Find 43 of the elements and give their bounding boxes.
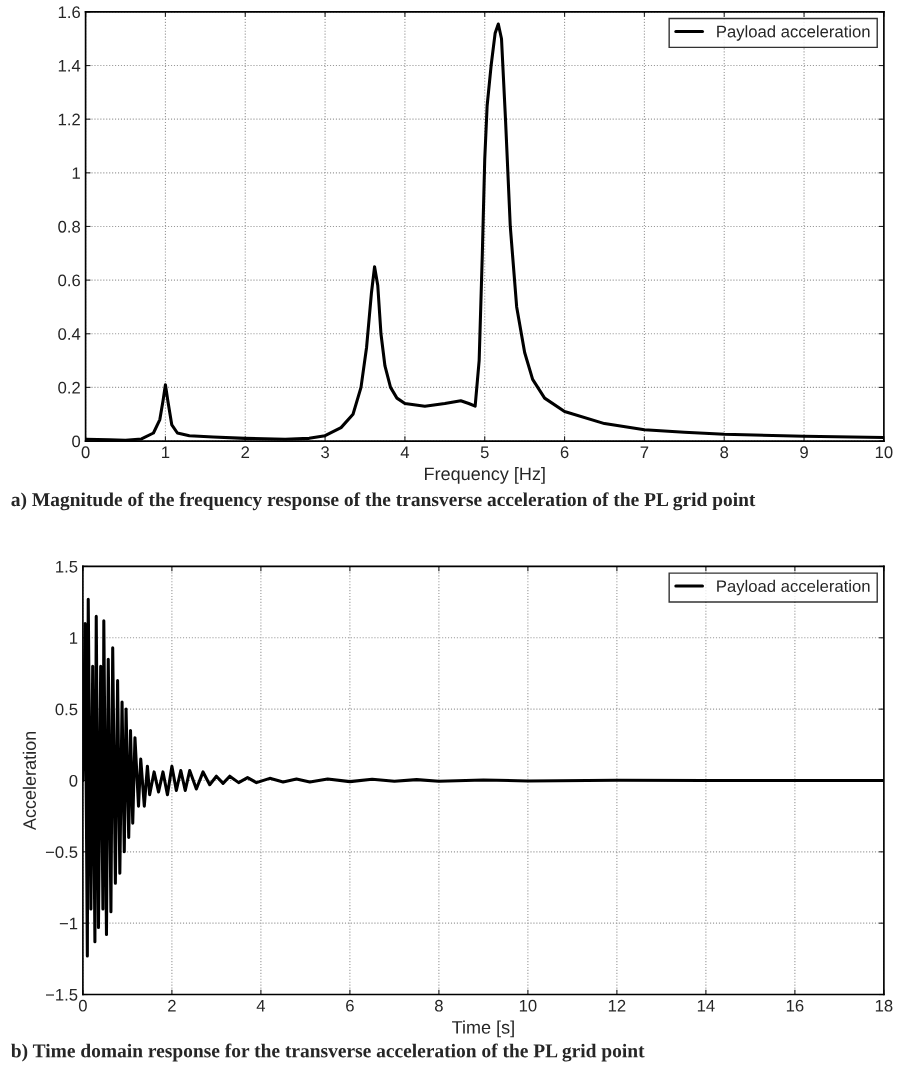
y-tick-label: 0.6 (58, 274, 80, 287)
x-tick-label: 7 (640, 446, 649, 458)
y-tick-label: 0 (69, 774, 78, 787)
y-tick-label: −1.5 (45, 989, 78, 1001)
text: a) Magnitude of the frequency response of the transverse acceleration of the PL grid point (11, 492, 756, 511)
x-axis-title: Time [s] (452, 1020, 514, 1038)
x-tick-label: 12 (608, 999, 626, 1012)
x-tick-label: 16 (786, 999, 804, 1012)
x-tick-label: 6 (346, 999, 354, 1012)
y-tick-label: 1.6 (58, 6, 80, 19)
x-tick-label: 5 (480, 446, 489, 459)
y-tick-label: 1 (70, 632, 78, 644)
x-axis-title: Frequency [Hz] (425, 467, 545, 484)
x-tick-label: 9 (800, 446, 808, 459)
y-tick-label: −0.5 (45, 846, 78, 859)
x-tick-label: 4 (400, 446, 410, 458)
y-axis-title: Acceleration (22, 731, 37, 831)
legend-label: Payload acceleration (717, 25, 870, 41)
x-tick-label: 8 (720, 446, 729, 459)
x-tick-label: 4 (256, 999, 266, 1012)
y-tick-label: 0.5 (55, 703, 78, 716)
x-tick-label: 2 (168, 999, 176, 1012)
y-tick-label: −1 (59, 917, 78, 930)
x-tick-label: 18 (875, 999, 893, 1012)
y-tick-label: 0.8 (58, 220, 81, 233)
x-tick-label: 14 (697, 999, 715, 1012)
x-tick-label: 10 (875, 446, 893, 459)
x-tick-label: 2 (241, 446, 250, 458)
legend-label: Payload acceleration (717, 579, 870, 596)
y-tick-label: 1.4 (58, 60, 81, 72)
x-tick-label: 0 (81, 446, 90, 459)
x-tick-label: 10 (519, 999, 537, 1012)
text: b) Time domain response for the transverse acceleration of the PL grid point (11, 1043, 645, 1062)
y-tick-label: 1.2 (58, 113, 80, 126)
y-tick-label: 0 (72, 435, 81, 448)
x-tick-label: 3 (321, 446, 329, 459)
y-tick-label: 0.4 (58, 328, 81, 340)
y-tick-label: 1 (72, 167, 80, 179)
y-tick-label: 1.5 (56, 561, 78, 573)
x-tick-label: 8 (434, 999, 443, 1012)
y-tick-label: 0.2 (58, 381, 80, 394)
x-tick-label: 6 (560, 446, 569, 459)
x-tick-label: 1 (162, 446, 170, 458)
